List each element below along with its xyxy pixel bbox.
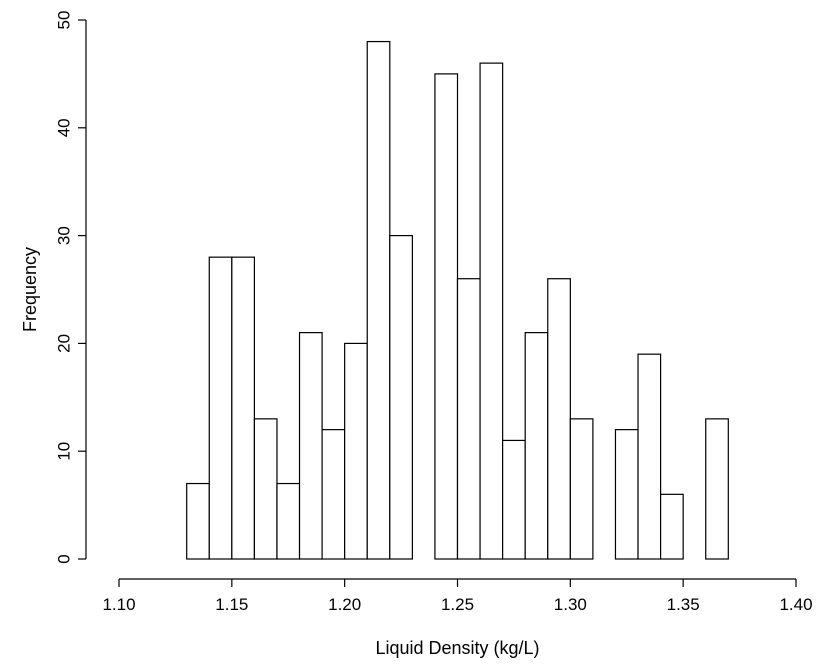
histogram-bars — [186, 40, 729, 560]
histogram-bar — [276, 482, 301, 560]
y-axis-title: Frequency — [20, 247, 40, 332]
x-axis-ticks: 1.10 1.15 1.20 1.25 1.30 1.35 1.40 — [102, 579, 813, 614]
histogram-bar — [456, 278, 481, 560]
x-axis-title: Liquid Density (kg/L) — [375, 638, 539, 658]
y-tick-label: 40 — [55, 118, 74, 137]
y-tick-label: 30 — [55, 226, 74, 245]
y-tick-label: 20 — [55, 334, 74, 353]
y-axis: 0 10 20 30 40 50 — [55, 11, 87, 564]
histogram-bar — [569, 418, 594, 560]
histogram-bar — [389, 235, 413, 560]
x-axis: 1.10 1.15 1.20 1.25 1.30 1.35 1.40 — [102, 578, 813, 614]
x-tick-label: 1.40 — [779, 595, 812, 614]
histogram-bar — [479, 62, 504, 560]
histogram-bar — [547, 278, 571, 560]
y-tick-label: 50 — [55, 11, 74, 30]
histogram-bar — [659, 493, 684, 560]
x-tick-label: 1.35 — [667, 595, 700, 614]
histogram-bar — [502, 439, 526, 560]
x-tick-label: 1.10 — [102, 595, 135, 614]
histogram-bar — [524, 332, 549, 560]
histogram-bar — [208, 256, 233, 560]
x-tick-label: 1.30 — [554, 595, 587, 614]
histogram-bar — [637, 353, 662, 560]
histogram-bar — [434, 73, 459, 560]
histogram-bar — [321, 429, 346, 560]
x-tick-label: 1.20 — [328, 595, 361, 614]
y-tick-label: 0 — [55, 554, 74, 563]
y-axis-ticks: 0 10 20 30 40 50 — [55, 11, 86, 564]
histogram-bar — [253, 418, 278, 560]
histogram-bar — [344, 342, 368, 560]
x-tick-label: 1.25 — [441, 595, 474, 614]
y-tick-label: 10 — [55, 442, 74, 461]
histogram-bar — [366, 40, 391, 560]
histogram-bar — [186, 482, 210, 560]
x-tick-label: 1.15 — [215, 595, 248, 614]
histogram-bar — [614, 429, 639, 560]
histogram-bar — [231, 256, 255, 560]
histogram-bar — [705, 418, 729, 560]
histogram-bar — [298, 332, 323, 560]
